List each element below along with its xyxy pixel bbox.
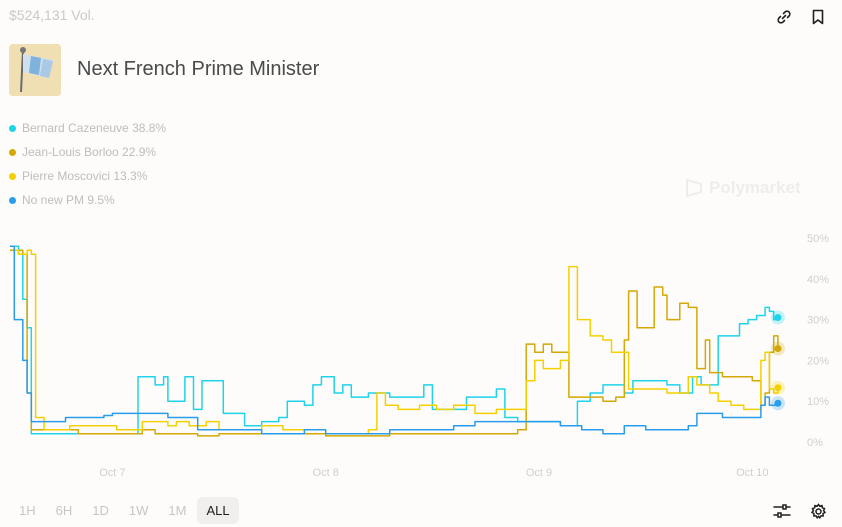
legend-item-cazeneuve[interactable]: Bernard Cazeneuve 38.8% xyxy=(9,116,166,140)
price-chart[interactable]: 0% 10% 20% 30% 40% 50% Oct 7 Oct 8 Oct 9 Oct 10 xyxy=(0,220,842,490)
series-line-3 xyxy=(10,245,779,435)
polymarket-watermark: Polymarket xyxy=(685,178,801,198)
series-line-0 xyxy=(10,245,779,435)
legend-dot xyxy=(9,172,16,180)
series-end-dot xyxy=(774,314,782,322)
legend-item-moscovici[interactable]: Pierre Moscovici 13.3% xyxy=(9,164,166,188)
series-end-dot xyxy=(774,345,782,353)
chart-controls xyxy=(772,501,828,521)
legend-label: No new PM 9.5% xyxy=(22,193,115,207)
legend-dot xyxy=(9,196,16,204)
sliders-icon[interactable] xyxy=(772,501,792,521)
volume-label: $524,131 Vol. xyxy=(9,7,95,23)
series-endpoints xyxy=(770,310,785,411)
page-title: Next French Prime Minister xyxy=(77,58,320,80)
y-tick-label: 30% xyxy=(807,315,829,327)
gear-icon[interactable] xyxy=(808,501,828,521)
timeframe-tabs: 1H 6H 1D 1W 1M ALL xyxy=(10,497,239,524)
watermark-text: Polymarket xyxy=(709,178,801,197)
chart-legend: Bernard Cazeneuve 38.8% Jean-Louis Borlo… xyxy=(9,116,166,212)
y-tick-label: 10% xyxy=(807,396,829,408)
tab-6h[interactable]: 6H xyxy=(55,503,73,518)
legend-dot xyxy=(9,148,16,156)
series-line-2 xyxy=(10,245,779,435)
x-tick-label: Oct 9 xyxy=(526,467,552,479)
y-axis: 0% 10% 20% 30% 40% 50% xyxy=(807,233,829,449)
y-tick-label: 50% xyxy=(807,233,829,245)
header-actions xyxy=(774,7,828,27)
x-tick-label: Oct 7 xyxy=(99,467,125,479)
legend-item-borloo[interactable]: Jean-Louis Borloo 22.9% xyxy=(9,140,166,164)
legend-label: Jean-Louis Borloo 22.9% xyxy=(22,145,157,159)
y-tick-label: 40% xyxy=(807,274,829,286)
tab-all[interactable]: ALL xyxy=(197,497,239,524)
polymarket-logo-icon xyxy=(686,178,702,198)
series-lines xyxy=(10,245,779,437)
y-tick-label: 0% xyxy=(807,437,823,449)
series-end-dot xyxy=(774,384,782,392)
legend-label: Bernard Cazeneuve 38.8% xyxy=(22,121,167,135)
y-tick-label: 20% xyxy=(807,355,829,367)
x-tick-label: Oct 10 xyxy=(736,467,768,479)
tab-1d[interactable]: 1D xyxy=(92,503,109,518)
tab-1h[interactable]: 1H xyxy=(19,503,36,518)
series-end-dot xyxy=(774,399,782,407)
legend-label: Pierre Moscovici 13.3% xyxy=(22,169,148,183)
legend-dot xyxy=(9,124,16,132)
bookmark-icon[interactable] xyxy=(808,7,828,27)
market-thumbnail xyxy=(9,44,61,96)
legend-item-no-new-pm[interactable]: No new PM 9.5% xyxy=(9,188,166,212)
tab-1m[interactable]: 1M xyxy=(168,503,187,518)
x-tick-label: Oct 8 xyxy=(313,467,339,479)
link-icon[interactable] xyxy=(774,7,794,27)
tab-1w[interactable]: 1W xyxy=(128,503,149,518)
series-line-1 xyxy=(10,249,779,437)
x-axis: Oct 7 Oct 8 Oct 9 Oct 10 xyxy=(99,467,768,479)
